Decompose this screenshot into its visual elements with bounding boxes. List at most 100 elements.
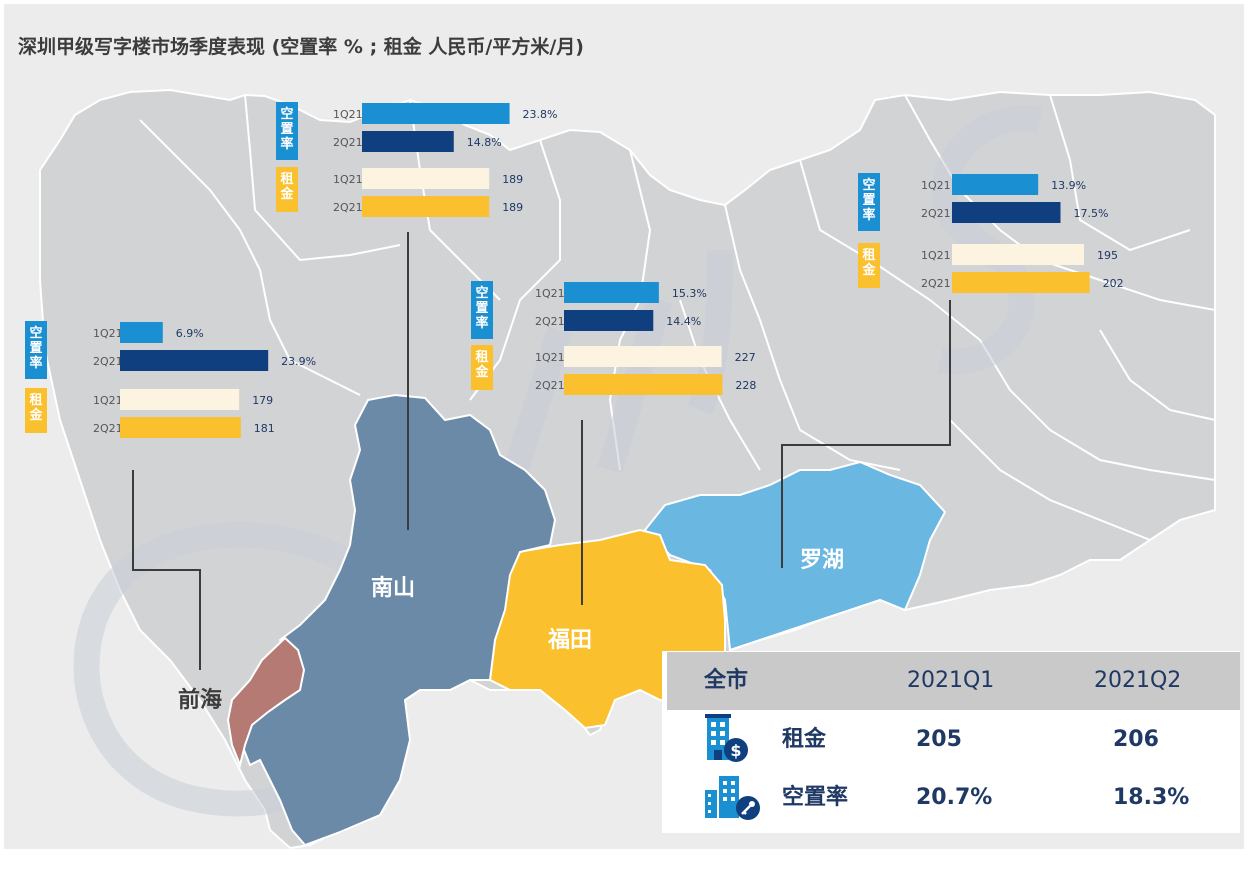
tick-label-vacancy-luohu-1: 2Q21: [921, 207, 951, 220]
bar-vacancy-nanshan-2q21: [362, 131, 454, 152]
tick-label-vacancy-luohu-0: 1Q21: [921, 179, 951, 192]
data-label-vacancy-qianhai-0: 6.9%: [176, 327, 204, 340]
bar-rent-nanshan-1q21: [362, 168, 490, 189]
tag-vacancy-char-luohu-0: 空: [862, 177, 875, 193]
bar-rent-futian-2q21: [564, 374, 723, 395]
tick-label-rent-qianhai-0: 1Q21: [93, 394, 123, 407]
tag-rent-nanshan: [276, 167, 298, 212]
data-label-rent-nanshan-1: 189: [502, 201, 523, 214]
district-label-futian: 福田: [548, 628, 593, 653]
tick-label-vacancy-qianhai-1: 2Q21: [93, 355, 123, 368]
tag-vacancy-char-futian-1: 置: [475, 301, 488, 316]
page-title: 深圳甲级写字楼市场季度表现 (空置率 % ; 租金 人民币/平方米/月): [18, 36, 584, 58]
bar-vacancy-luohu-1q21: [952, 174, 1039, 195]
tag-rent-char-luohu-1: 金: [861, 262, 876, 278]
building-dollar-icon: $: [705, 714, 748, 762]
tag-vacancy-char-qianhai-0: 空: [29, 325, 42, 341]
tick-label-rent-luohu-0: 1Q21: [921, 249, 951, 262]
summary-vacancy-q2: 18.3%: [1113, 785, 1190, 810]
bar-vacancy-qianhai-1q21: [120, 322, 163, 343]
tag-vacancy-nanshan: [276, 102, 298, 160]
tag-rent-futian: [471, 345, 493, 390]
tag-vacancy-char-nanshan-0: 空: [280, 106, 293, 122]
summary-rent-q1: 205: [916, 727, 962, 752]
tag-vacancy-char-nanshan-2: 率: [280, 136, 293, 152]
tick-label-vacancy-nanshan-1: 2Q21: [333, 136, 363, 149]
tag-rent-char-luohu-0: 租: [862, 248, 875, 263]
tag-rent-char-futian-0: 租: [475, 350, 488, 365]
qianhai-leader: [132, 470, 201, 670]
bar-rent-qianhai-2q21: [120, 417, 241, 438]
tick-label-vacancy-qianhai-0: 1Q21: [93, 327, 123, 340]
tick-label-vacancy-nanshan-0: 1Q21: [333, 108, 363, 121]
tick-label-vacancy-futian-1: 2Q21: [535, 315, 565, 328]
summary-header-q2: 2021Q2: [1094, 668, 1182, 693]
tick-label-rent-futian-1: 2Q21: [535, 379, 565, 392]
citywide-summary-table: 全市 2021Q1 2021Q2 $ 租金 205 206: [662, 651, 1240, 833]
svg-text:$: $: [730, 741, 741, 760]
tick-label-rent-qianhai-1: 2Q21: [93, 422, 123, 435]
summary-header-row: 全市 2021Q1 2021Q2: [667, 652, 1240, 710]
tag-vacancy-luohu: [858, 173, 880, 231]
data-label-vacancy-nanshan-1: 14.8%: [467, 136, 502, 149]
bar-vacancy-luohu-2q21: [952, 202, 1061, 223]
bar-vacancy-nanshan-1q21: [362, 103, 510, 124]
tick-label-rent-futian-0: 1Q21: [535, 351, 565, 364]
tag-vacancy-char-nanshan-1: 置: [280, 122, 293, 137]
district-label-qianhai: 前海: [178, 688, 223, 713]
summary-metric-rent: 租金: [782, 727, 827, 752]
data-label-rent-luohu-0: 195: [1097, 249, 1118, 262]
data-label-rent-futian-1: 228: [735, 379, 756, 392]
tag-vacancy-char-qianhai-2: 率: [29, 355, 42, 371]
tag-vacancy-char-futian-2: 率: [475, 315, 488, 331]
tag-rent-luohu: [858, 243, 880, 288]
tag-vacancy-char-luohu-1: 置: [862, 193, 875, 208]
tag-rent-char-qianhai-1: 金: [28, 407, 43, 423]
tick-label-rent-nanshan-1: 2Q21: [333, 201, 363, 214]
nanshan-district: [238, 393, 557, 847]
building-key-icon: [705, 776, 760, 820]
bar-rent-luohu-1q21: [952, 244, 1084, 265]
summary-rent-q2: 206: [1113, 727, 1159, 752]
tag-rent-char-futian-1: 金: [474, 364, 489, 380]
summary-row-vacancy: 空置率 20.7% 18.3%: [667, 769, 1240, 827]
bar-vacancy-futian-2q21: [564, 310, 654, 331]
tick-label-rent-luohu-1: 2Q21: [921, 277, 951, 290]
district-label-nanshan: 南山: [371, 576, 416, 601]
bar-rent-luohu-2q21: [952, 272, 1090, 293]
bar-rent-futian-1q21: [564, 346, 722, 367]
data-label-rent-qianhai-0: 179: [252, 394, 273, 407]
data-label-rent-futian-0: 227: [735, 351, 756, 364]
tag-vacancy-char-luohu-2: 率: [862, 207, 875, 223]
summary-row-rent: $ 租金 205 206: [667, 711, 1240, 769]
summary-vacancy-q1: 20.7%: [916, 785, 993, 810]
data-label-rent-luohu-1: 202: [1103, 277, 1124, 290]
tag-vacancy-qianhai: [25, 321, 47, 379]
bar-rent-nanshan-2q21: [362, 196, 490, 217]
tag-rent-char-nanshan-1: 金: [279, 186, 294, 202]
tick-label-rent-nanshan-0: 1Q21: [333, 173, 363, 186]
tag-rent-char-qianhai-0: 租: [29, 393, 42, 408]
data-label-vacancy-futian-1: 14.4%: [666, 315, 701, 328]
data-label-vacancy-luohu-0: 13.9%: [1051, 179, 1086, 192]
data-label-vacancy-nanshan-0: 23.8%: [523, 108, 558, 121]
summary-header-q1: 2021Q1: [907, 668, 995, 693]
tick-label-vacancy-futian-0: 1Q21: [535, 287, 565, 300]
tag-rent-qianhai: [25, 388, 47, 433]
data-label-rent-qianhai-1: 181: [254, 422, 275, 435]
data-label-rent-nanshan-0: 189: [502, 173, 523, 186]
bar-rent-qianhai-1q21: [120, 389, 240, 410]
qianhai-district: [226, 636, 306, 769]
district-label-luohu: 罗湖: [800, 548, 845, 573]
bar-vacancy-futian-1q21: [564, 282, 659, 303]
tag-rent-char-nanshan-0: 租: [280, 172, 293, 187]
data-label-vacancy-luohu-1: 17.5%: [1074, 207, 1109, 220]
luohu-leader: [781, 300, 951, 568]
luohu-district: [643, 460, 947, 652]
summary-metric-vacancy: 空置率: [782, 785, 849, 810]
tag-vacancy-char-futian-0: 空: [475, 285, 488, 301]
bar-vacancy-qianhai-2q21: [120, 350, 269, 371]
tag-vacancy-char-qianhai-1: 置: [29, 341, 42, 356]
